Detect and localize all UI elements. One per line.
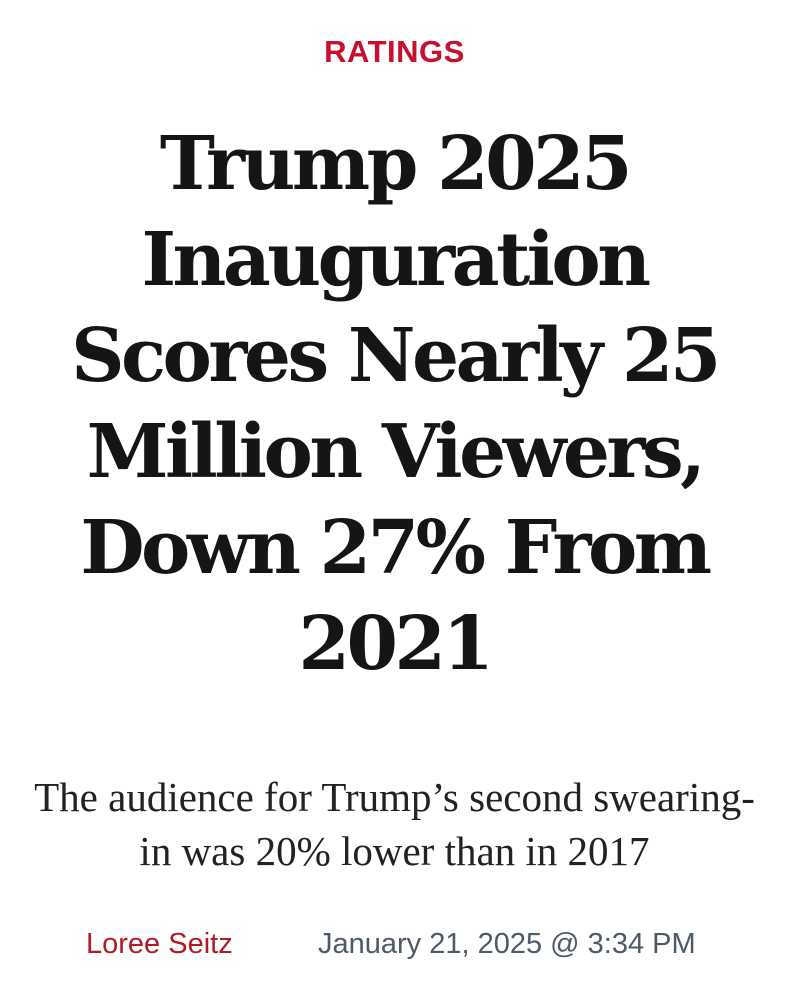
author-link[interactable]: Loree Seitz [86,928,233,960]
byline: Loree Seitz January 21, 2025 @ 3:34 PM [0,922,789,966]
publish-timestamp: January 21, 2025 @ 3:34 PM [318,928,696,960]
category-link[interactable]: RATINGS [324,34,465,69]
subheadline: The audience for Trump’s second swearing… [34,774,755,874]
headline: Trump 2025 Inauguration Scores Nearly 25… [71,121,721,687]
